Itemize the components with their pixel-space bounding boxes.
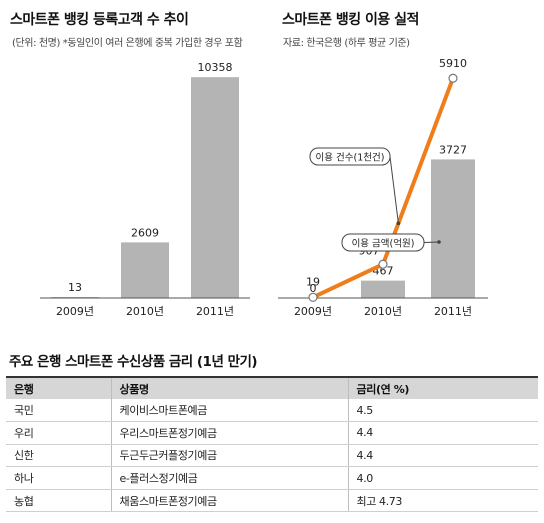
product-cell: 두근두근커플정기예금 bbox=[111, 444, 349, 468]
rate-table-title: 주요 은행 스마트폰 수신상품 금리 (1년 만기) bbox=[9, 354, 258, 370]
line-series-leader bbox=[389, 156, 399, 224]
line-point bbox=[448, 73, 458, 83]
bar-data-label: 0 bbox=[310, 282, 317, 295]
x-tick-label: 2011년 bbox=[196, 305, 234, 318]
rate-table: 은행 상품명 금리(연 %) 국민 케이비스마트폰예금 4.5 우리 우리스마트… bbox=[6, 376, 538, 513]
table-row: 국민 케이비스마트폰예금 4.5 bbox=[6, 399, 538, 423]
product-cell: e-플러스정기예금 bbox=[111, 466, 349, 490]
x-tick-label: 2010년 bbox=[364, 305, 402, 318]
table-header-row: 은행 상품명 금리(연 %) bbox=[6, 377, 538, 399]
right-chart-title: 스마트폰 뱅킹 이용 실적 bbox=[282, 12, 419, 28]
line-data-label: 5910 bbox=[439, 57, 467, 70]
bank-cell: 국민 bbox=[6, 399, 112, 423]
bank-cell: 농협 bbox=[6, 489, 112, 513]
line-series-name: 이용 건수(1천건) bbox=[316, 153, 385, 164]
rate-cell: 최고 4.73 bbox=[348, 489, 538, 513]
column-header-bank: 은행 bbox=[6, 377, 112, 399]
bar-data-label: 3727 bbox=[439, 143, 467, 156]
rate-cell: 4.4 bbox=[348, 421, 538, 445]
rate-table-container: 은행 상품명 금리(연 %) 국민 케이비스마트폰예금 4.5 우리 우리스마트… bbox=[6, 376, 538, 513]
line-series-leader-dot bbox=[396, 221, 401, 226]
usage-performance-chart: 02009년4672010년37272011년199075910이용 건수(1천… bbox=[278, 57, 488, 318]
x-tick-label: 2009년 bbox=[56, 305, 94, 318]
rate-cell: 4.0 bbox=[348, 466, 538, 490]
x-tick-label: 2010년 bbox=[126, 305, 164, 318]
bank-cell: 우리 bbox=[6, 421, 112, 445]
rate-cell: 4.5 bbox=[348, 399, 538, 423]
x-tick-label: 2009년 bbox=[294, 305, 332, 318]
registered-users-chart: 13 2009년 2609 2010년 10358 2011년 bbox=[40, 61, 250, 318]
bar-series-leader bbox=[423, 241, 440, 243]
table-row: 우리 우리스마트폰정기예금 4.4 bbox=[6, 421, 538, 445]
bar-2010년 bbox=[361, 280, 405, 298]
bank-cell: 신한 bbox=[6, 444, 112, 468]
column-header-product: 상품명 bbox=[111, 377, 349, 399]
bar-2010년 bbox=[121, 242, 169, 298]
data-label: 13 bbox=[68, 281, 82, 294]
product-cell: 케이비스마트폰예금 bbox=[111, 399, 349, 423]
line-data-label: 19 bbox=[306, 275, 320, 288]
bar-series-leader-dot bbox=[437, 240, 441, 244]
bar-2011년 bbox=[191, 77, 239, 298]
line-point bbox=[308, 292, 318, 302]
right-chart-subtitle: 자료: 한국은행 (하루 평균 기준) bbox=[283, 38, 410, 49]
table-row: 신한 두근두근커플정기예금 4.4 bbox=[6, 444, 538, 468]
rate-cell: 4.4 bbox=[348, 444, 538, 468]
bank-cell: 하나 bbox=[6, 466, 112, 490]
product-cell: 채움스마트폰정기예금 bbox=[111, 489, 349, 513]
left-chart-subtitle: (단위: 천명) *동일인이 여러 은행에 중복 가입한 경우 포함 bbox=[12, 38, 243, 49]
line-point bbox=[378, 259, 388, 269]
table-row: 하나 e-플러스정기예금 4.0 bbox=[6, 466, 538, 490]
bar-series-name: 이용 금액(억원) bbox=[352, 238, 415, 250]
product-cell: 우리스마트폰정기예금 bbox=[111, 421, 349, 445]
column-header-rate: 금리(연 %) bbox=[356, 382, 410, 396]
bar-2011년 bbox=[431, 159, 475, 298]
x-tick-label: 2011년 bbox=[434, 305, 472, 318]
table-row: 농협 채움스마트폰정기예금 최고 4.73 bbox=[6, 489, 538, 513]
data-label: 2609 bbox=[131, 226, 159, 239]
data-label: 10358 bbox=[198, 61, 233, 74]
left-chart-title: 스마트폰 뱅킹 등록고객 수 추이 bbox=[10, 12, 189, 28]
